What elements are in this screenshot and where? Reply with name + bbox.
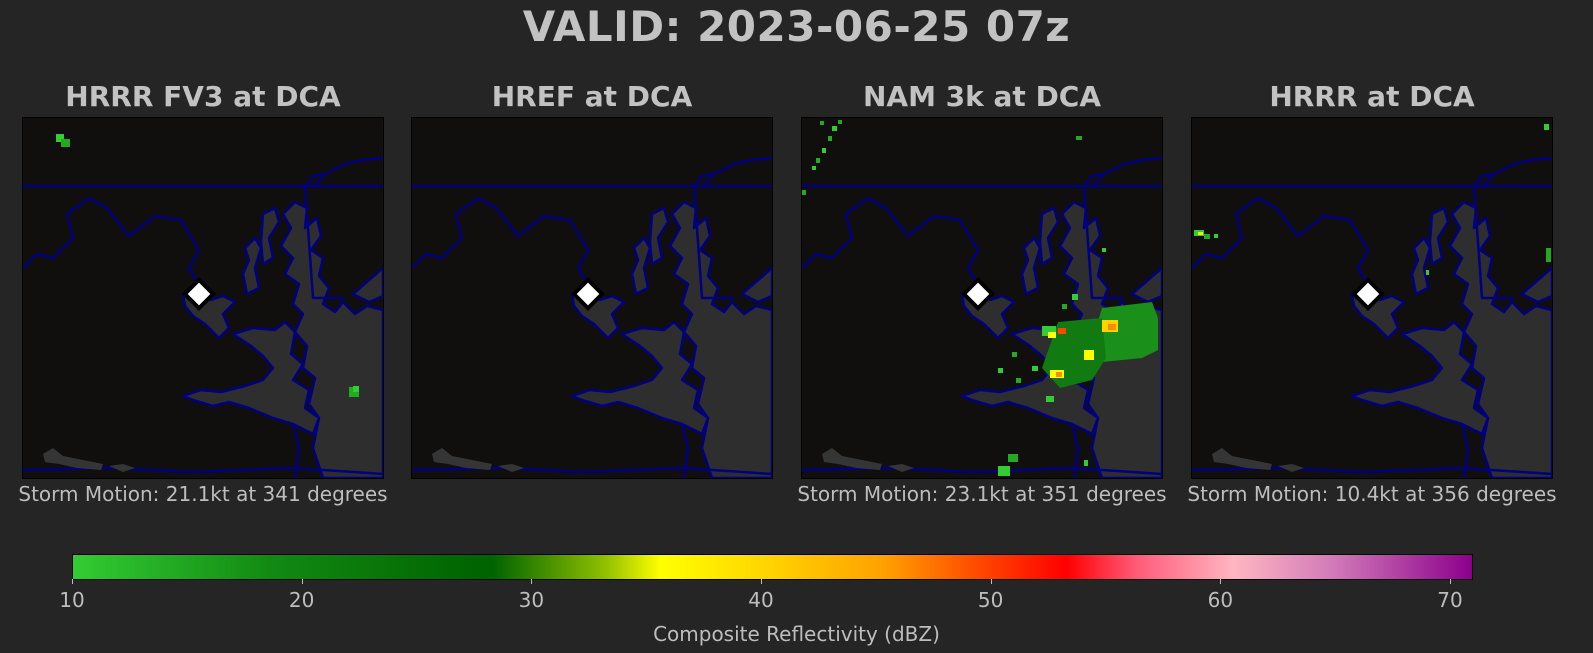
- reflectivity-echoes: [56, 134, 359, 397]
- colorbar-tick-mark: [990, 579, 992, 584]
- colorbar-tick-mark: [1450, 579, 1451, 584]
- map-svg: [412, 156, 772, 478]
- colorbar-tick-label: 70: [1437, 588, 1463, 612]
- basemap: [1192, 156, 1552, 478]
- map-svg: [1192, 124, 1552, 478]
- main-title: VALID: 2023-06-25 07z: [522, 2, 1071, 51]
- colorbar-tick-mark: [531, 579, 533, 584]
- colorbar-tick-mark: [301, 579, 303, 584]
- colorbar-tick-label: 60: [1207, 588, 1234, 612]
- map: [801, 117, 1163, 479]
- colorbar-tick-label: 10: [59, 588, 85, 612]
- colorbar-tick-label: 40: [748, 588, 774, 612]
- panel-title: HRRR at DCA: [1269, 80, 1475, 113]
- colorbar-tick-mark: [761, 579, 762, 584]
- reflectivity-echoes: [1194, 124, 1551, 275]
- storm-motion-text: Storm Motion: 21.1kt at 341 degrees: [18, 482, 388, 506]
- map: [22, 117, 384, 479]
- basemap: [23, 156, 383, 478]
- map-svg: [23, 134, 383, 478]
- colorbar-tick-mark: [1220, 579, 1222, 584]
- storm-motion-text: Storm Motion: 10.4kt at 356 degrees: [1187, 482, 1557, 506]
- map: [1191, 117, 1553, 479]
- panel-title: HREF at DCA: [491, 80, 693, 113]
- diamond-icon: [1351, 277, 1385, 311]
- colorbar-tick-label: 30: [518, 588, 545, 612]
- station-marker: [1351, 277, 1385, 311]
- colorbar: [72, 554, 1473, 580]
- basemap: [412, 156, 772, 478]
- reflectivity-echoes: [802, 120, 1158, 476]
- map: [411, 117, 773, 479]
- colorbar-tick-label: 20: [288, 588, 315, 612]
- colorbar-tick-label: 50: [977, 588, 1004, 612]
- panel-title: HRRR FV3 at DCA: [65, 80, 341, 113]
- storm-motion-text: Storm Motion: 23.1kt at 351 degrees: [797, 482, 1167, 506]
- map-svg: [802, 120, 1162, 478]
- panel-title: NAM 3k at DCA: [862, 80, 1102, 113]
- colorbar-label: Composite Reflectivity (dBZ): [653, 622, 940, 646]
- colorbar-tick-mark: [72, 579, 73, 584]
